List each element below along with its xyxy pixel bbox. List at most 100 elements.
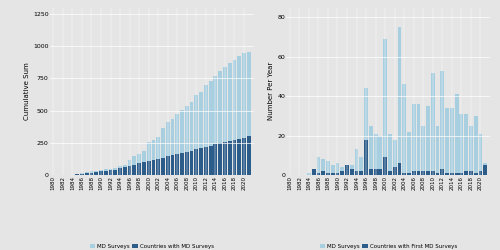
Bar	[398, 27, 402, 175]
Bar	[190, 102, 194, 175]
Legend: MD Surveys, Countries with MD Surveys: MD Surveys, Countries with MD Surveys	[88, 242, 216, 250]
Bar	[118, 166, 122, 175]
Bar	[378, 136, 382, 175]
Bar	[336, 163, 340, 175]
Bar	[322, 171, 325, 175]
Bar	[76, 174, 79, 175]
Bar	[431, 72, 434, 175]
Bar	[242, 138, 246, 175]
Bar	[340, 167, 344, 175]
Bar	[388, 171, 392, 175]
Bar	[204, 85, 208, 175]
Bar	[350, 169, 354, 175]
Bar	[445, 173, 449, 175]
Bar	[436, 173, 440, 175]
Bar	[345, 165, 349, 175]
Bar	[331, 173, 334, 175]
Bar	[204, 147, 208, 175]
Bar	[123, 165, 126, 175]
Bar	[374, 169, 378, 175]
Bar	[350, 165, 354, 175]
Bar	[104, 170, 108, 175]
Bar	[312, 169, 316, 175]
Bar	[180, 153, 184, 175]
Bar	[469, 126, 473, 175]
Bar	[108, 170, 112, 175]
Bar	[85, 172, 88, 175]
Bar	[383, 39, 387, 175]
Legend: MD Surveys, Countries with First MD Surveys: MD Surveys, Countries with First MD Surv…	[318, 242, 459, 250]
Bar	[108, 169, 112, 175]
Bar	[223, 67, 227, 175]
Bar	[474, 173, 478, 175]
Bar	[316, 157, 320, 175]
Bar	[393, 140, 396, 175]
Bar	[402, 173, 406, 175]
Bar	[450, 108, 454, 175]
Bar	[454, 94, 458, 175]
Bar	[416, 104, 420, 175]
Bar	[364, 88, 368, 175]
Bar	[247, 136, 250, 175]
Bar	[440, 169, 444, 175]
Bar	[80, 173, 84, 175]
Bar	[170, 119, 174, 175]
Bar	[156, 159, 160, 175]
Bar	[388, 134, 392, 175]
Bar	[161, 158, 165, 175]
Bar	[322, 159, 325, 175]
Bar	[354, 171, 358, 175]
Y-axis label: Cumulative Sum: Cumulative Sum	[24, 62, 30, 120]
Bar	[374, 134, 378, 175]
Bar	[128, 160, 132, 175]
Bar	[85, 173, 88, 175]
Bar	[402, 84, 406, 175]
Bar	[469, 171, 473, 175]
Bar	[137, 163, 141, 175]
Bar	[369, 126, 373, 175]
Bar	[326, 161, 330, 175]
Bar	[152, 140, 156, 175]
Bar	[232, 140, 236, 175]
Bar	[307, 173, 311, 175]
Bar	[247, 52, 250, 175]
Bar	[340, 171, 344, 175]
Bar	[90, 172, 94, 175]
Bar	[460, 114, 464, 175]
Bar	[185, 106, 188, 175]
Bar	[422, 126, 425, 175]
Bar	[454, 173, 458, 175]
Bar	[218, 143, 222, 175]
Bar	[176, 154, 179, 175]
Y-axis label: Number Per Year: Number Per Year	[268, 62, 274, 120]
Bar	[128, 166, 132, 175]
Bar	[161, 128, 165, 175]
Bar	[378, 169, 382, 175]
Bar	[412, 171, 416, 175]
Bar	[345, 165, 349, 175]
Bar	[478, 134, 482, 175]
Bar	[132, 156, 136, 175]
Bar	[369, 169, 373, 175]
Bar	[114, 168, 117, 175]
Bar	[464, 171, 468, 175]
Bar	[445, 108, 449, 175]
Bar	[484, 165, 487, 175]
Bar	[238, 56, 241, 175]
Bar	[214, 144, 218, 175]
Bar	[364, 140, 368, 175]
Bar	[326, 173, 330, 175]
Bar	[194, 95, 198, 175]
Bar	[312, 169, 316, 175]
Bar	[436, 126, 440, 175]
Bar	[383, 157, 387, 175]
Bar	[228, 141, 232, 175]
Bar	[208, 81, 212, 175]
Bar	[393, 167, 396, 175]
Bar	[99, 170, 103, 175]
Bar	[242, 53, 246, 175]
Bar	[412, 104, 416, 175]
Bar	[460, 173, 464, 175]
Bar	[407, 132, 411, 175]
Bar	[199, 148, 203, 175]
